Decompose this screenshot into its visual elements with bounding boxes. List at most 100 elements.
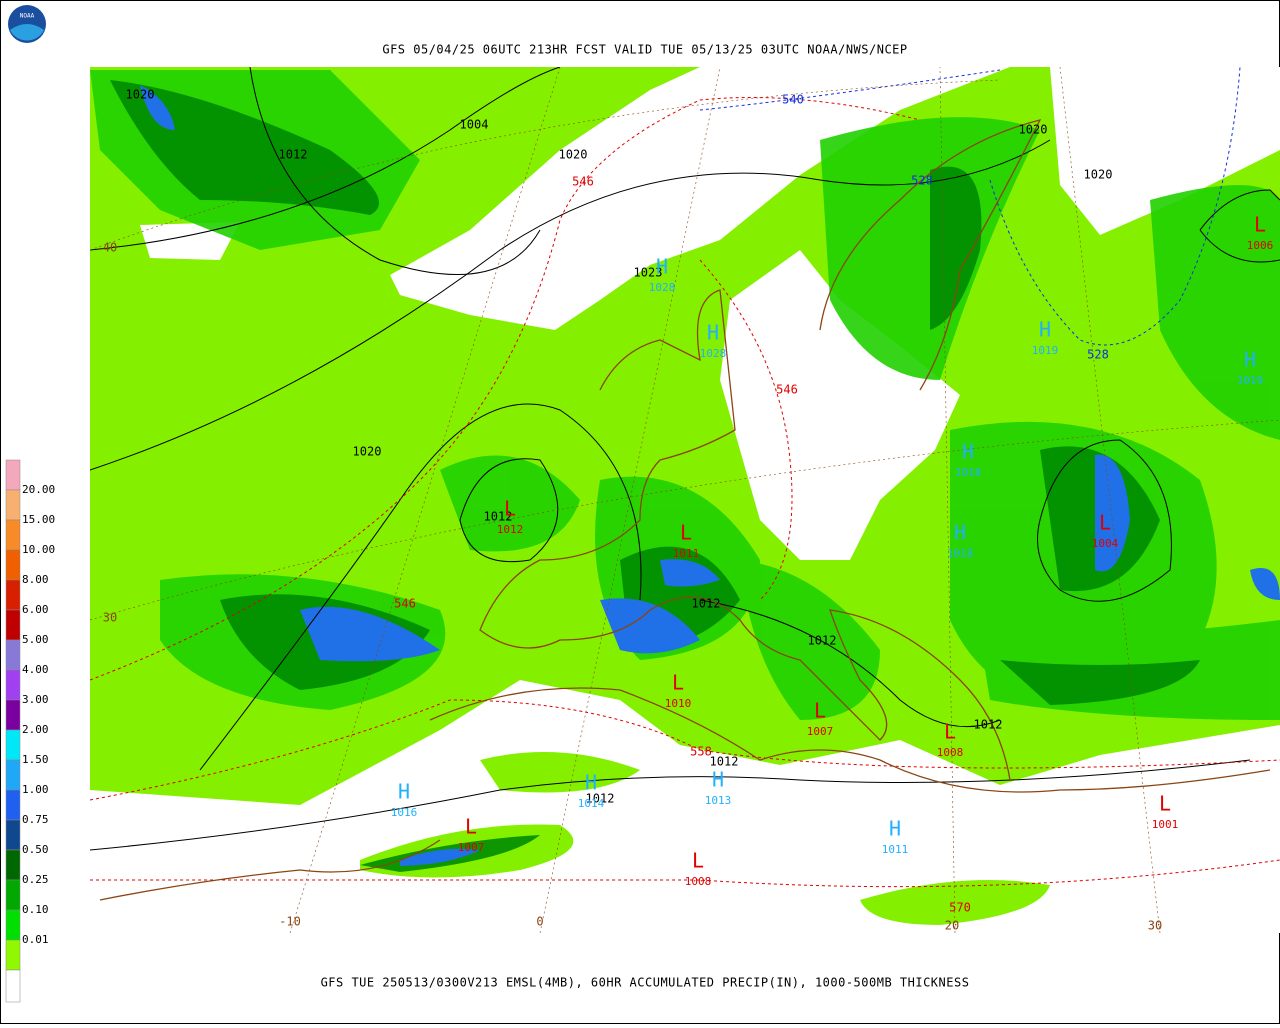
grid-label: 20	[945, 919, 959, 933]
graticule	[90, 67, 1280, 933]
legend: 20.00 15.00 10.00 8.00 6.00 5.00 4.00 3.00 2.00 1…	[5, 459, 55, 1003]
legend-swatch	[5, 699, 21, 731]
thickness-label: 570	[949, 901, 971, 915]
legend-swatch	[5, 789, 21, 821]
legend-swatch	[5, 459, 21, 491]
low-symbol: L	[1159, 792, 1171, 816]
isobar	[249, 67, 541, 276]
low-value: 1007	[807, 725, 834, 738]
low-value: 1001	[1152, 818, 1179, 831]
thickness-label: 528	[1087, 348, 1109, 362]
precip-area	[300, 606, 440, 662]
coastlines	[99, 119, 1271, 901]
grid-label: 40	[103, 241, 117, 255]
high-symbol: H	[398, 780, 410, 804]
legend-label: 0.10	[22, 903, 49, 916]
legend-swatch	[5, 489, 21, 521]
isobar-label: 1012	[974, 718, 1003, 732]
high-value: 1018	[955, 466, 982, 479]
legend-swatch	[5, 879, 21, 911]
grid-label: 30	[1148, 919, 1162, 933]
high-symbol: H	[1039, 318, 1051, 342]
precip-area	[480, 752, 640, 793]
coastline	[99, 839, 441, 901]
precip-area	[440, 455, 580, 552]
legend-label: 0.75	[22, 813, 49, 826]
isobar	[459, 458, 559, 563]
isobar	[1199, 189, 1280, 263]
low-symbol: L	[672, 671, 684, 695]
legend-label: 0.50	[22, 843, 49, 856]
isobar-label: 1020	[353, 445, 382, 459]
precip-area	[140, 85, 175, 130]
grid-label: -10	[279, 915, 301, 929]
legend-swatch	[5, 579, 21, 611]
low-symbol: L	[692, 849, 704, 873]
precip-area	[1095, 454, 1130, 572]
isobar-label: 1012	[808, 634, 837, 648]
high-symbol: H	[954, 521, 966, 545]
isobar-label: 1012	[710, 755, 739, 769]
footer-caption: GFS TUE 250513/0300V213 EMSL(4MB), 60HR …	[321, 976, 970, 990]
grid-label: 30	[103, 611, 117, 625]
precip-area	[600, 598, 700, 654]
legend-label: 8.00	[22, 573, 49, 586]
low-value: 1008	[685, 875, 712, 888]
thickness-lines-cold	[699, 67, 1241, 346]
high-value: 1018	[947, 547, 974, 560]
high-symbol: H	[962, 440, 974, 464]
legend-label: 6.00	[22, 603, 49, 616]
thickness-label: 546	[776, 383, 798, 397]
legend-label: 2.00	[22, 723, 49, 736]
graticule-line	[1059, 67, 1161, 933]
legend-label: 3.00	[22, 693, 49, 706]
isobar-label: 1020	[126, 88, 155, 102]
thickness-line	[989, 67, 1241, 346]
legend-label: 15.00	[22, 513, 55, 526]
legend-label: 20.00	[22, 483, 55, 496]
legend-swatch	[5, 909, 21, 941]
thickness-lines	[90, 97, 1280, 888]
legend-swatch	[5, 669, 21, 701]
thickness-line	[90, 859, 1280, 888]
high-symbol: H	[712, 768, 724, 792]
thickness-label: 546	[394, 597, 416, 611]
legend-label: 4.00	[22, 663, 49, 676]
isobar-label: 1012	[279, 148, 308, 162]
low-symbol: L	[504, 497, 516, 521]
high-value: 1011	[882, 843, 909, 856]
isobar-label: 1012	[692, 597, 721, 611]
isobar	[699, 599, 1001, 728]
legend-swatch	[5, 759, 21, 791]
low-value: 1008	[937, 746, 964, 759]
low-value: 1004	[1092, 537, 1119, 550]
low-symbol: L	[814, 699, 826, 723]
precip-area	[660, 559, 720, 587]
legend-swatch	[5, 849, 21, 881]
low-symbol: L	[1099, 511, 1111, 535]
low-symbol: L	[1254, 213, 1266, 237]
low-value: 1007	[458, 841, 485, 854]
dry-area	[720, 250, 960, 560]
thickness-line	[90, 97, 921, 681]
coastline	[429, 687, 1271, 793]
thickness-line	[90, 699, 1280, 801]
coastline	[479, 289, 1011, 781]
precip-area	[740, 560, 880, 720]
low-value: 1012	[497, 523, 524, 536]
legend-swatch	[5, 939, 21, 971]
legend-swatch	[5, 639, 21, 671]
high-symbol: H	[1244, 348, 1256, 372]
title: GFS 05/04/25 06UTC 213HR FCST VALID TUE …	[382, 43, 907, 57]
legend-label: 10.00	[22, 543, 55, 556]
legend-swatch	[5, 519, 21, 551]
graticule-line	[90, 79, 1001, 251]
high-symbol: H	[656, 255, 668, 279]
low-value: 1011	[673, 547, 700, 560]
isobar-label: 1020	[559, 148, 588, 162]
isobar-label: 1012	[586, 792, 615, 806]
high-value: 1013	[705, 794, 732, 807]
